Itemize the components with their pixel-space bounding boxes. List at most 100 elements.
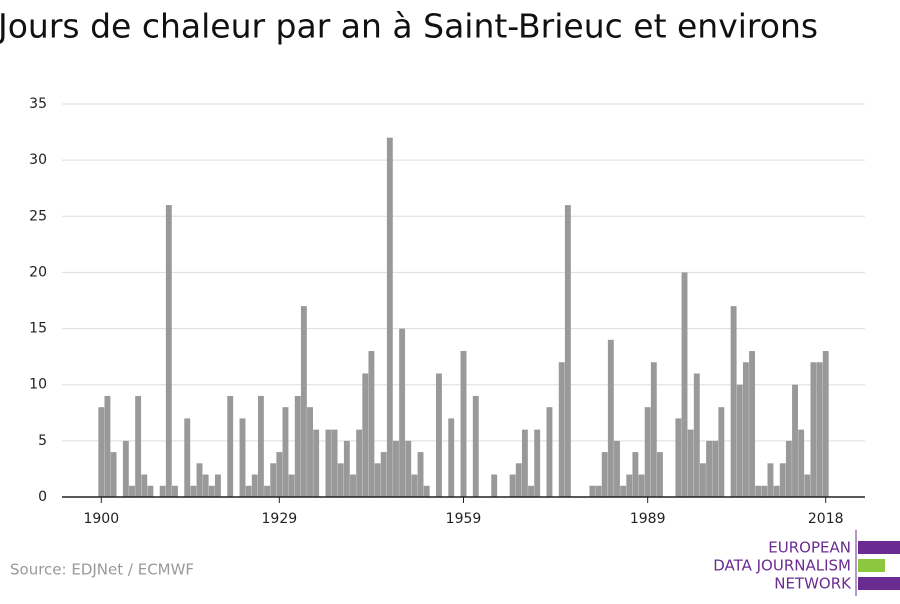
bar xyxy=(129,485,135,497)
bar xyxy=(632,452,639,497)
x-tick-label: 1929 xyxy=(262,511,298,527)
bar xyxy=(779,463,786,497)
bar xyxy=(300,306,307,497)
bar xyxy=(601,452,608,497)
bar xyxy=(257,395,264,497)
bar xyxy=(386,137,393,497)
bar xyxy=(675,418,682,497)
bar xyxy=(423,485,430,497)
y-tick-label: 0 xyxy=(38,489,47,505)
bar xyxy=(460,351,467,497)
x-tick-label: 1989 xyxy=(630,511,666,527)
bar xyxy=(816,362,823,497)
bar xyxy=(558,362,565,497)
y-tick-label: 10 xyxy=(29,377,47,393)
bar xyxy=(798,429,805,497)
logo-bar xyxy=(858,541,900,554)
bar xyxy=(515,463,522,497)
bar xyxy=(337,463,344,497)
bar xyxy=(374,463,381,497)
bar xyxy=(141,474,148,497)
logo-bar xyxy=(858,559,885,572)
bar xyxy=(767,463,774,497)
bar xyxy=(104,395,111,497)
chart-title: Jours de chaleur par an à Saint-Brieuc e… xyxy=(0,7,818,46)
bar xyxy=(368,351,375,497)
bar xyxy=(264,485,270,497)
bar xyxy=(214,474,221,497)
bar xyxy=(736,384,743,497)
bar xyxy=(313,429,320,497)
bar xyxy=(343,440,350,497)
bar xyxy=(417,452,424,497)
bar xyxy=(110,452,117,497)
bar xyxy=(190,485,197,497)
bar xyxy=(405,440,412,497)
bar xyxy=(196,463,203,497)
logo-text: EUROPEAN xyxy=(768,539,851,557)
bar xyxy=(411,474,418,497)
bar xyxy=(307,407,313,497)
bar xyxy=(699,463,706,497)
bar xyxy=(282,407,289,497)
bar xyxy=(650,362,657,497)
logo-text: DATA JOURNALISM xyxy=(713,557,851,575)
bar xyxy=(294,395,301,497)
x-tick-label: 2018 xyxy=(808,511,844,527)
bar xyxy=(270,463,277,497)
bar xyxy=(399,328,406,497)
bar xyxy=(687,429,694,497)
bar xyxy=(147,485,154,497)
bar xyxy=(448,418,455,497)
bar xyxy=(595,485,602,497)
bar xyxy=(509,474,516,497)
logo-bar xyxy=(858,577,900,590)
bar xyxy=(227,395,234,497)
bar xyxy=(712,440,719,497)
y-tick-label: 35 xyxy=(29,96,47,112)
bar xyxy=(607,339,614,497)
bar xyxy=(435,373,442,497)
bar xyxy=(614,440,620,497)
bar xyxy=(620,485,627,497)
bar xyxy=(589,485,596,497)
bar xyxy=(184,418,191,497)
bar xyxy=(810,362,817,497)
bar xyxy=(773,485,780,497)
bar xyxy=(749,351,755,497)
logo-text: NETWORK xyxy=(774,575,852,593)
bar xyxy=(755,485,762,497)
bar xyxy=(534,429,541,497)
bar xyxy=(546,407,553,497)
bar xyxy=(208,485,215,497)
bar xyxy=(644,407,651,497)
bar xyxy=(202,474,209,497)
bar xyxy=(331,429,338,497)
bar xyxy=(718,407,725,497)
bar xyxy=(380,452,387,497)
bar xyxy=(528,485,534,497)
bar xyxy=(251,474,258,497)
y-tick-label: 20 xyxy=(29,264,47,280)
y-tick-label: 25 xyxy=(29,208,47,224)
bar xyxy=(356,429,363,497)
bar xyxy=(742,362,749,497)
bar xyxy=(135,395,142,497)
bar xyxy=(761,485,768,497)
bar xyxy=(172,485,178,497)
x-tick-label: 1959 xyxy=(446,511,482,527)
bar xyxy=(362,373,369,497)
bar xyxy=(564,205,571,498)
bar xyxy=(165,205,172,498)
bar xyxy=(521,429,528,497)
bar xyxy=(706,440,713,497)
y-tick-label: 15 xyxy=(29,321,47,337)
source: Source: EDJNet / ECMWF xyxy=(10,561,194,579)
bar xyxy=(276,452,283,497)
bar xyxy=(804,474,811,497)
bar xyxy=(626,474,633,497)
bar xyxy=(785,440,792,497)
bar xyxy=(657,452,663,497)
